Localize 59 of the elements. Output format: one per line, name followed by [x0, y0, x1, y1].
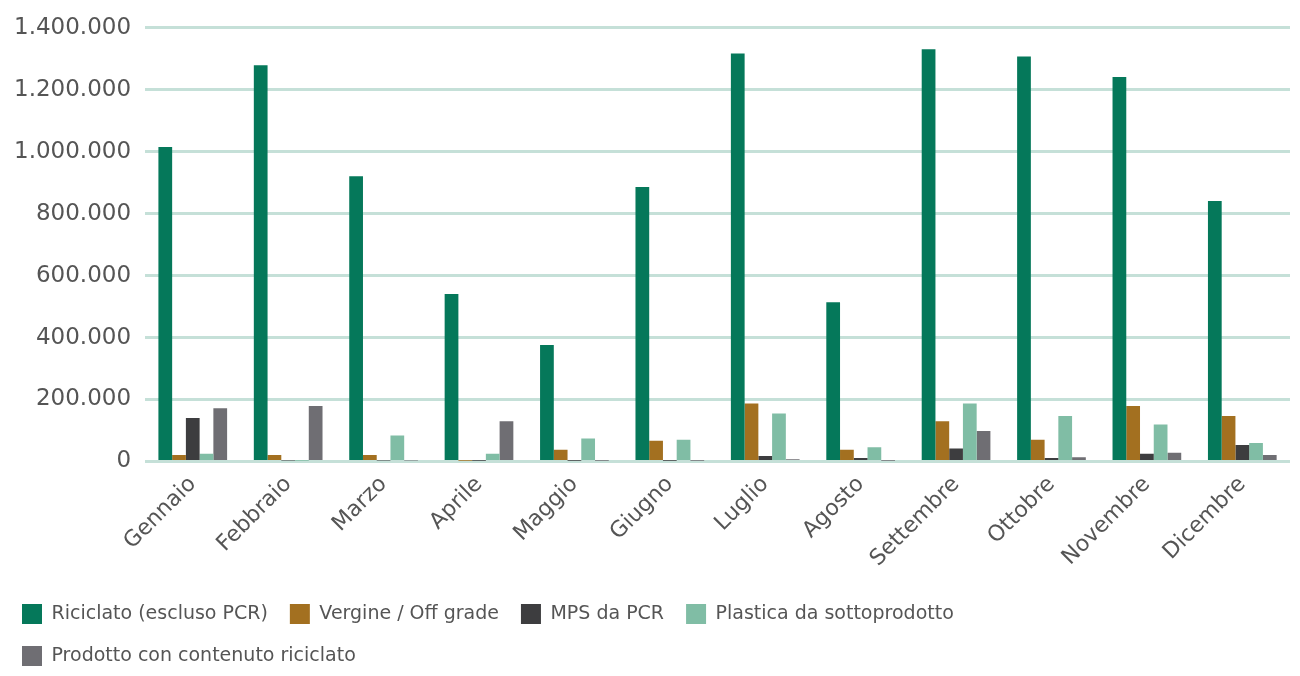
bar	[444, 293, 459, 460]
y-tick-label: 800.000	[35, 198, 132, 225]
bar	[867, 447, 882, 460]
y-tick-label: 1.200.000	[13, 74, 132, 101]
bar	[935, 421, 950, 460]
y-tick-label: 1.400.000	[13, 12, 132, 39]
y-tick-label: 200.000	[35, 384, 132, 411]
bar	[826, 302, 841, 460]
bar	[1017, 56, 1031, 460]
bar	[1153, 424, 1168, 460]
bar	[1126, 406, 1141, 460]
bar	[635, 187, 650, 460]
bar	[308, 406, 323, 460]
bar	[1072, 457, 1086, 460]
bar	[1112, 77, 1127, 460]
bar	[962, 403, 977, 460]
bar	[581, 438, 596, 460]
bar	[499, 421, 514, 460]
bar	[921, 49, 936, 460]
bar	[172, 454, 186, 460]
bar	[1058, 415, 1073, 460]
bar	[1030, 439, 1045, 460]
bar	[730, 53, 745, 460]
bar	[772, 413, 786, 460]
bar	[976, 431, 991, 460]
y-tick-label: 1.000.000	[13, 136, 132, 163]
bar	[485, 453, 500, 460]
bar	[840, 449, 854, 460]
bar	[1221, 415, 1236, 460]
bar	[1207, 200, 1222, 460]
y-tick-label: 600.000	[35, 260, 132, 287]
bar	[1235, 445, 1250, 460]
bar	[1167, 452, 1182, 460]
bar	[158, 147, 173, 460]
bar	[267, 454, 282, 460]
bar	[1249, 442, 1263, 460]
bar	[758, 455, 773, 460]
bar	[540, 344, 554, 460]
bar	[199, 453, 214, 460]
bar	[1262, 454, 1277, 460]
bar	[253, 65, 268, 460]
bar	[949, 448, 963, 460]
legend-label: Plastica da sottoprodotto	[715, 600, 954, 623]
bar	[649, 440, 663, 460]
legend-label: Prodotto con contenuto riciclato	[51, 642, 356, 665]
bar	[390, 435, 405, 460]
legend-label: Riciclato (escluso PCR)	[51, 600, 268, 623]
bar	[553, 449, 568, 460]
bar	[676, 439, 691, 460]
legend-label: MPS da PCR	[550, 600, 665, 623]
y-tick-label: 400.000	[35, 322, 132, 349]
bar	[213, 408, 228, 460]
legend-label: Vergine / Off grade	[319, 600, 499, 623]
bar	[744, 403, 759, 460]
bar	[185, 418, 200, 460]
bar	[349, 176, 363, 460]
bar	[362, 454, 377, 460]
bar	[1140, 453, 1154, 460]
y-tick-label: 0	[116, 446, 132, 473]
